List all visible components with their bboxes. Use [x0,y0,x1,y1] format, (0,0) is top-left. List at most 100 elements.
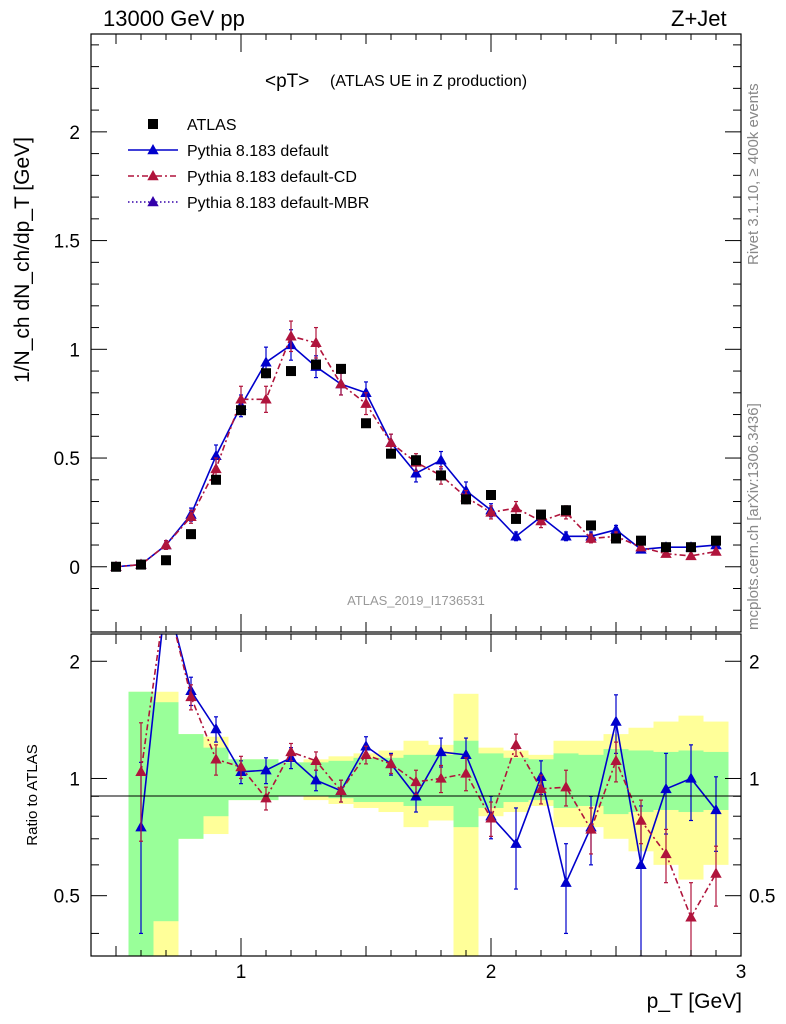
ratio-marker-solid [260,764,272,775]
chart-title: <pT> [265,71,309,92]
ratio-marker-solid [310,774,322,785]
chart-subtitle: (ATLAS UE in Z production) [330,73,527,90]
ratio-marker-dashdot [235,761,247,772]
main-y-axis-label: 1/N_ch dN_ch/dp_T [GeV] [11,137,34,383]
ratio-marker-solid [210,722,222,734]
atlas-data-point [186,529,196,540]
atlas-data-point [486,490,496,501]
ratio-line-dashdot [140,634,717,920]
main-marker-solid [360,386,372,397]
main-marker-dashdot [235,393,247,404]
atlas-data-point [236,405,246,416]
atlas-data-point [461,494,471,505]
atlas-data-point [611,533,621,544]
ratio-marker-dashdot [410,775,422,787]
ratio-marker-dashdot [135,765,147,777]
ratio-marker-dashdot [310,754,322,766]
main-marker-dashdot [185,510,197,521]
ratio-marker-dashdot [635,814,647,825]
main-marker-solid [260,356,272,367]
x-axis-label: p_T [GeV] [647,990,742,1013]
main-marker-dashdot [485,506,497,517]
inner-band-bin [153,702,179,922]
analysis-watermark: ATLAS_2019_I1736531 [347,593,485,608]
x-tick-label: 3 [736,962,747,983]
legend-marker-dotted [147,196,159,207]
ratio-marker-dashdot [710,867,722,878]
ratio-marker-dashdot [560,781,572,792]
ratio-group-solid [135,634,722,956]
ratio-marker-solid [410,790,422,801]
process-label: Z+Jet [671,6,727,31]
atlas-data-point [711,535,721,546]
main-marker-dashdot [585,532,597,543]
inner-band-bin [353,757,379,803]
inner-band-bin [503,757,529,803]
atlas-data-point [136,559,146,570]
x-tick-label: 2 [486,962,497,983]
ratio-marker-dashdot [685,911,697,922]
ratio-marker-solid [360,740,372,751]
atlas-data-point [386,448,396,459]
ratio-marker-solid [510,837,522,848]
atlas-data-point [336,363,346,374]
main-marker-dashdot [360,397,372,408]
energy-label: 13000 GeV pp [103,6,245,31]
ratio-marker-dashdot [510,738,522,750]
ratio-marker-solid [635,858,647,870]
ratio-marker-dashdot [660,847,672,859]
ratio-marker-dashdot [285,745,297,757]
ratio-marker-solid [660,782,672,794]
atlas-data-point [586,520,596,531]
atlas-data-point [286,366,296,377]
legend: ATLAS Pythia 8.183 default Pythia 8.183 de… [128,117,369,212]
legend-label: Pythia 8.183 default-CD [187,169,357,186]
ratio-y-tick-label-left: 0.5 [54,887,80,908]
main-marker-dashdot [710,545,722,556]
ratio-marker-dashdot [260,792,272,803]
main-marker-dashdot [635,541,647,552]
legend-label: Pythia 8.183 default [187,143,329,160]
main-line-dashdot [115,335,717,568]
ratio-marker-dashdot [185,690,197,702]
axes: 1 2 3 0 0.5 1 1.5 2 0.5 0.5 1 1 2 2 [54,34,775,983]
main-y-tick-label: 0 [69,558,80,579]
ratio-marker-dashdot [435,772,447,783]
x-tick-label: 1 [236,962,247,983]
inner-band-bin [178,734,204,839]
legend-marker-solid [147,144,159,155]
atlas-data-point [436,470,446,481]
legend-marker-atlas [148,119,158,129]
main-y-tick-label: 1.5 [54,232,80,253]
atlas-data-point [111,561,121,572]
main-y-tick-label: 1 [69,340,80,361]
main-marker-solid [410,467,422,478]
main-marker-solid [610,523,622,534]
atlas-data-point [636,535,646,546]
main-marker-solid [435,454,447,465]
atlas-data-point [686,542,696,553]
legend-label: Pythia 8.183 default-MBR [187,195,369,212]
ratio-marker-solid [435,745,447,757]
atlas-data-point [311,359,321,370]
main-marker-solid [560,530,572,541]
atlas-data-point [411,455,421,466]
ratio-marker-solid [710,803,722,815]
main-marker-dashdot [510,502,522,513]
main-y-tick-label: 2 [69,123,80,144]
ratio-series [135,634,722,956]
ratio-marker-dashdot [335,784,347,795]
ratio-marker-solid [685,772,697,783]
main-marker-dashdot [685,549,697,561]
ratio-marker-dashdot [460,767,472,778]
atlas-data-point [161,555,171,566]
ratio-marker-dashdot [385,757,397,769]
ratio-marker-dashdot [610,754,622,766]
main-marker-solid [460,484,472,495]
main-marker-dashdot [660,547,672,558]
main-series [110,320,722,572]
atlas-data-point [211,474,221,485]
main-marker-dashdot [160,539,172,550]
main-marker-dashdot [535,515,547,526]
